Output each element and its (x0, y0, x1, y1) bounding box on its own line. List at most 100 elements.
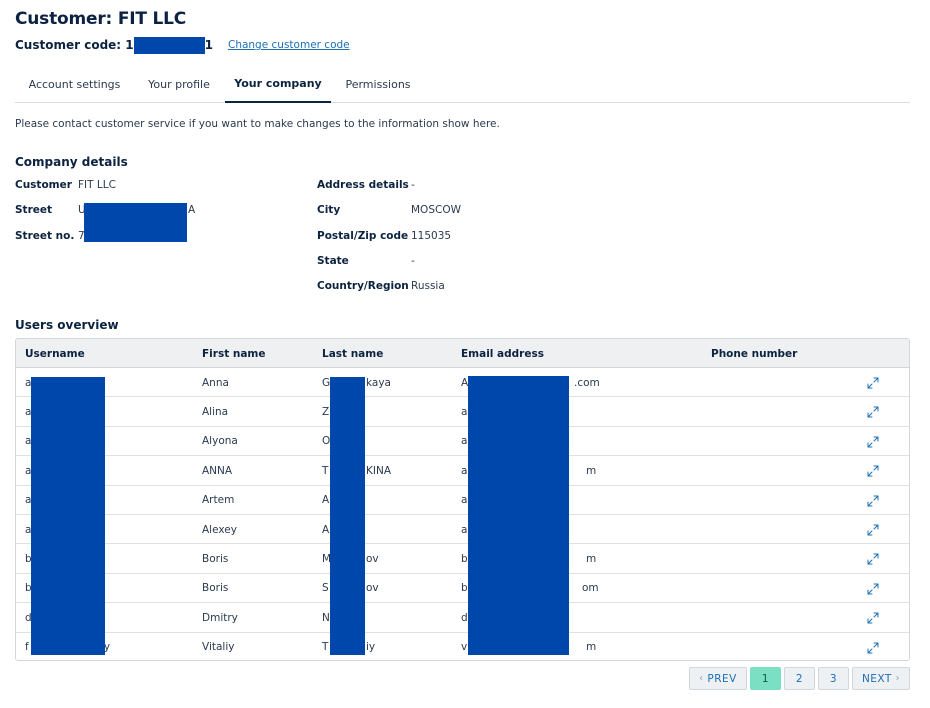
detail-label: Postal/Zip code (317, 230, 409, 242)
next-page-button[interactable]: NEXT › (852, 667, 910, 690)
cell-email-tail: .com (574, 376, 600, 389)
cell-username: a (25, 494, 32, 507)
cell-first-name: Alyona (202, 435, 238, 448)
detail-value: - (411, 255, 415, 267)
cell-last-name-tail: ov (366, 582, 379, 595)
info-notice: Please contact customer service if you w… (15, 118, 500, 130)
next-label: NEXT (861, 672, 892, 685)
redaction-block (84, 203, 187, 242)
prev-label: PREV (707, 672, 737, 685)
page-button-1[interactable]: 1 (750, 667, 781, 690)
detail-label: State (317, 255, 349, 267)
cell-username: b (25, 552, 32, 565)
table-header: Username First name Last name Email addr… (16, 339, 909, 368)
cell-last-name: Z (322, 405, 330, 418)
detail-label: Country/Region (317, 280, 409, 292)
cell-username: a (25, 435, 32, 448)
page-title: Customer: FIT LLC (15, 9, 187, 29)
cell-first-name: Boris (202, 582, 229, 595)
cell-username: b (25, 582, 32, 595)
detail-state: State - (317, 254, 415, 268)
column-last-name[interactable]: Last name (322, 347, 384, 360)
cell-first-name: Vitaliy (202, 641, 235, 654)
prev-page-button[interactable]: ‹ PREV (689, 667, 747, 690)
cell-last-name: T (322, 641, 329, 654)
detail-value-tail: A (188, 204, 196, 216)
column-phone[interactable]: Phone number (711, 347, 798, 360)
column-first-name[interactable]: First name (202, 347, 266, 360)
expand-icon[interactable] (866, 376, 880, 390)
detail-label: Street no. (15, 230, 75, 242)
users-overview-title: Users overview (15, 318, 119, 332)
customer-code-tail: 1 (204, 38, 213, 52)
detail-value: 115035 (411, 230, 452, 242)
redaction-block (468, 376, 569, 655)
expand-icon[interactable] (866, 435, 880, 449)
column-username[interactable]: Username (25, 347, 85, 360)
expand-icon[interactable] (866, 405, 880, 419)
cell-first-name: Alina (202, 405, 229, 418)
cell-first-name: Anna (202, 376, 229, 389)
cell-first-name: Alexey (202, 523, 237, 536)
detail-label: City (317, 204, 341, 216)
cell-last-name: A (322, 494, 330, 507)
detail-country: Country/Region Russia (317, 279, 445, 293)
detail-customer: Customer FIT LLC (15, 178, 116, 192)
expand-icon[interactable] (866, 641, 880, 655)
cell-last-name: T (322, 464, 329, 477)
expand-icon[interactable] (866, 611, 880, 625)
page-button-3[interactable]: 3 (818, 667, 849, 690)
users-table: Username First name Last name Email addr… (15, 338, 910, 661)
expand-icon[interactable] (866, 464, 880, 478)
cell-email-tail: m (586, 464, 597, 477)
chevron-right-icon: › (891, 673, 901, 684)
cell-username: a (25, 464, 32, 477)
detail-value: 7 (78, 230, 85, 242)
detail-street: Street U A (15, 203, 195, 217)
tab-your-company[interactable]: Your company (225, 66, 331, 103)
detail-value: MOSCOW (411, 204, 461, 216)
column-email[interactable]: Email address (461, 347, 544, 360)
cell-email-tail: om (582, 582, 599, 595)
cell-username-tail: iy (101, 641, 111, 654)
detail-city: City MOSCOW (317, 203, 461, 217)
expand-icon[interactable] (866, 552, 880, 566)
cell-last-name-tail: iy (366, 641, 376, 654)
cell-first-name: ANNA (202, 464, 233, 477)
change-customer-code-link[interactable]: Change customer code (227, 39, 350, 51)
page-button-2[interactable]: 2 (784, 667, 815, 690)
customer-code-label: Customer code: 1 (15, 38, 134, 52)
cell-email: b (461, 552, 468, 565)
detail-street-no: Street no. 7 (15, 229, 85, 243)
tab-permissions[interactable]: Permissions (345, 78, 411, 91)
table-row[interactable]: a ANNA T KINA a m (16, 456, 909, 486)
detail-label: Address details (317, 179, 409, 191)
cell-last-name-tail: KINA (366, 464, 392, 477)
cell-email: A (461, 376, 469, 389)
expand-icon[interactable] (866, 523, 880, 537)
cell-email-tail: m (586, 641, 597, 654)
cell-username: f (25, 641, 29, 654)
detail-value: U (78, 204, 86, 216)
detail-value: - (411, 179, 415, 191)
tab-account-settings[interactable]: Account settings (28, 78, 121, 91)
cell-email-tail: m (586, 552, 597, 565)
company-details-title: Company details (15, 155, 128, 169)
cell-last-name-tail: kaya (366, 376, 391, 389)
expand-icon[interactable] (866, 494, 880, 508)
expand-icon[interactable] (866, 582, 880, 596)
cell-username: a (25, 376, 32, 389)
cell-username: a (25, 523, 32, 536)
customer-code-row: Customer code: 1 1 Change customer code (15, 36, 350, 54)
tab-your-profile[interactable]: Your profile (148, 78, 210, 91)
cell-username: a (25, 405, 32, 418)
